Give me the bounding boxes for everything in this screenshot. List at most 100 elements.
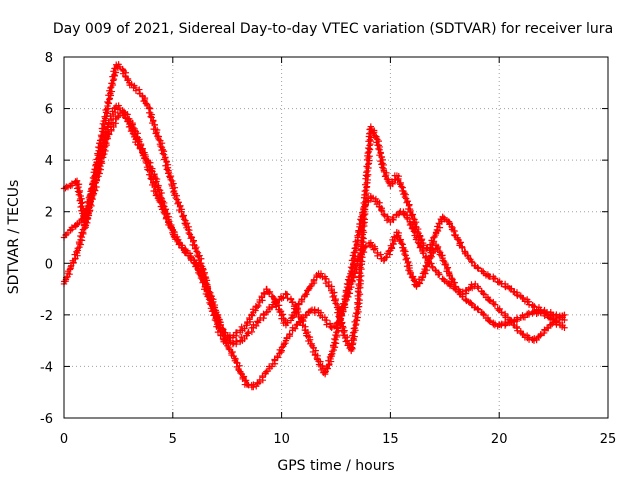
data-point	[378, 207, 386, 215]
data-point	[361, 216, 369, 223]
data-point	[157, 142, 164, 150]
data-point	[276, 308, 283, 316]
data-point	[356, 296, 363, 304]
data-point	[390, 240, 397, 248]
data-point	[474, 264, 481, 271]
x-tick-label: 10	[273, 432, 290, 447]
x-tick-label: 5	[169, 432, 177, 447]
data-point	[369, 194, 377, 202]
data-point	[341, 292, 349, 300]
data-point	[475, 306, 482, 314]
data-point	[253, 304, 261, 311]
data-point	[105, 99, 112, 107]
data-point	[175, 199, 182, 206]
data-point	[141, 96, 149, 104]
data-point	[352, 321, 359, 329]
data-point	[153, 178, 160, 185]
data-point	[181, 246, 188, 254]
data-point	[468, 258, 475, 265]
data-point	[255, 302, 262, 310]
data-point	[430, 238, 438, 245]
data-point	[93, 156, 100, 163]
data-point	[321, 369, 329, 376]
data-point	[291, 325, 299, 332]
data-point	[317, 309, 325, 316]
data-point	[177, 202, 184, 209]
data-point	[325, 361, 333, 369]
y-tick-label: 4	[45, 154, 53, 169]
data-point	[339, 300, 347, 307]
data-point	[410, 277, 418, 284]
data-point	[537, 331, 544, 338]
data-point	[416, 280, 424, 287]
data-point	[468, 259, 476, 266]
data-point	[491, 301, 499, 308]
data-point	[411, 220, 418, 228]
data-point	[111, 72, 119, 80]
data-point	[436, 271, 443, 278]
data-point	[214, 311, 222, 319]
data-point	[185, 229, 192, 237]
y-tick-label: -2	[40, 309, 53, 324]
data-point	[364, 161, 372, 168]
data-point	[432, 266, 439, 274]
data-point	[359, 254, 366, 261]
data-point	[459, 244, 466, 252]
data-point	[356, 262, 364, 269]
x-tick-label: 25	[600, 432, 617, 447]
data-point	[519, 294, 526, 302]
data-point	[114, 114, 122, 121]
data-point	[258, 294, 266, 301]
data-point	[370, 246, 377, 253]
data-point	[415, 276, 423, 283]
data-point	[298, 296, 305, 304]
data-point	[409, 214, 417, 222]
data-point	[405, 258, 412, 266]
data-point	[211, 308, 219, 316]
data-point	[486, 296, 493, 304]
data-point	[84, 204, 92, 212]
data-point	[398, 183, 405, 190]
data-point	[363, 169, 370, 176]
data-point	[90, 178, 97, 185]
data-point	[407, 207, 414, 215]
data-point	[354, 232, 361, 239]
data-point	[166, 173, 173, 180]
x-tick-label: 15	[382, 432, 399, 447]
data-point	[420, 250, 427, 257]
data-point	[286, 331, 293, 338]
data-point	[172, 195, 180, 202]
data-point	[381, 212, 388, 219]
data-point	[187, 253, 194, 260]
data-point	[105, 120, 113, 127]
y-tick-label: 0	[45, 257, 53, 272]
data-point	[74, 245, 81, 252]
data-point	[159, 150, 167, 157]
data-point	[401, 193, 409, 201]
data-point	[514, 316, 521, 323]
data-point	[225, 345, 233, 353]
grid-lines	[64, 57, 608, 418]
data-point	[413, 282, 420, 289]
y-tick-labels: -6 -4 -2 0 2 4 6 8	[40, 51, 53, 427]
data-point	[380, 211, 388, 218]
data-point	[179, 242, 186, 249]
data-point	[374, 252, 381, 260]
data-point	[84, 216, 91, 223]
x-tick-label: 0	[60, 432, 68, 447]
data-point	[446, 282, 454, 290]
data-point	[498, 309, 505, 316]
data-point	[345, 273, 353, 281]
data-point	[464, 252, 471, 259]
data-point	[242, 377, 250, 384]
y-tick-label: -4	[40, 360, 53, 375]
y-tick-label: 2	[45, 206, 53, 221]
data-point	[106, 96, 113, 103]
data-point	[424, 257, 432, 264]
data-point	[265, 289, 273, 297]
data-point	[142, 153, 149, 161]
data-point	[395, 175, 402, 183]
data-point	[339, 323, 347, 330]
data-point	[396, 236, 403, 243]
data-point	[340, 328, 348, 336]
